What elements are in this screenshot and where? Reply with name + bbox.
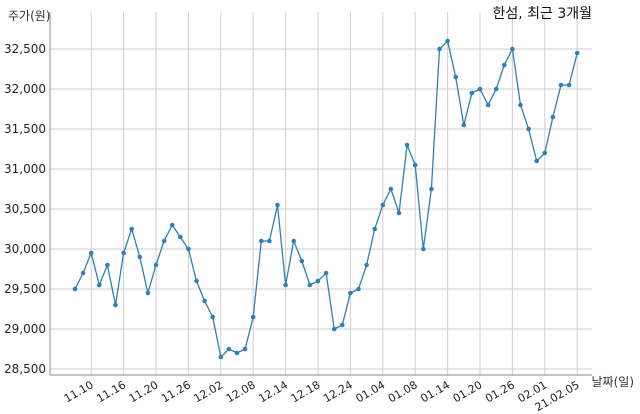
data-point <box>178 234 183 240</box>
data-point <box>372 226 378 232</box>
x-tick-label: 12.02 <box>192 378 226 405</box>
grid <box>50 12 592 375</box>
data-point <box>299 258 305 264</box>
data-point <box>380 202 386 208</box>
x-tick-label: 01.20 <box>451 378 485 405</box>
data-point <box>169 222 175 228</box>
y-tick-label: 30,000 <box>4 242 46 256</box>
data-point <box>453 74 459 80</box>
data-point <box>153 262 159 268</box>
data-point <box>421 246 426 252</box>
data-point <box>396 210 402 216</box>
data-point <box>469 90 475 96</box>
data-point <box>80 270 86 276</box>
data-point <box>161 238 167 244</box>
data-point <box>485 102 491 108</box>
data-point <box>97 282 102 288</box>
data-point <box>574 50 580 56</box>
data-point <box>202 298 207 304</box>
data-point <box>210 314 215 320</box>
x-tick-label: 01.26 <box>483 378 517 405</box>
data-point <box>291 238 297 244</box>
x-axis-ticks: 11.1011.1611.2011.2612.0212.0812.1412.18… <box>62 378 582 414</box>
y-tick-label: 31,000 <box>4 162 46 176</box>
data-point <box>534 158 539 164</box>
x-tick-label: 01.08 <box>386 378 420 405</box>
data-point <box>323 270 329 276</box>
data-point <box>129 226 134 232</box>
series-layer <box>72 38 580 360</box>
axes <box>49 12 592 376</box>
data-point <box>267 238 272 244</box>
x-tick-label: 11.26 <box>159 378 193 405</box>
data-point <box>356 286 361 292</box>
y-tick-label: 29,500 <box>4 282 46 296</box>
data-point <box>518 102 523 108</box>
x-tick-label: 11.10 <box>62 378 96 405</box>
data-point <box>445 38 450 44</box>
y-tick-label: 32,500 <box>4 42 46 56</box>
data-point <box>558 82 564 88</box>
data-point <box>348 290 353 296</box>
y-axis-ticks: 28,500 29,000 29,500 30,000 30,500 31,000 31,5… <box>4 42 46 376</box>
data-point <box>502 62 507 68</box>
x-tick-label: 12.14 <box>256 378 290 405</box>
data-point <box>88 250 94 256</box>
data-point <box>412 162 418 168</box>
chart-title: 한섬, 최근 3개월 <box>492 6 592 22</box>
x-tick-label: 12.24 <box>321 378 355 405</box>
data-point <box>331 326 337 332</box>
data-point <box>275 202 280 208</box>
data-point <box>429 186 434 192</box>
data-point <box>283 282 288 288</box>
y-tick-label: 28,500 <box>4 362 46 376</box>
data-point <box>364 262 369 268</box>
data-point <box>250 314 256 320</box>
y-tick-label: 32,000 <box>4 82 46 96</box>
data-point <box>477 86 483 92</box>
data-point <box>226 346 232 352</box>
data-point <box>493 86 499 92</box>
data-point <box>526 126 531 132</box>
data-point <box>542 150 548 156</box>
x-tick-label: 12.08 <box>224 378 258 405</box>
data-point <box>259 238 264 244</box>
data-point <box>315 278 321 284</box>
data-point <box>461 122 467 128</box>
data-point <box>137 254 143 260</box>
x-tick-label: 11.20 <box>127 378 161 405</box>
data-point <box>121 250 126 256</box>
series-line <box>74 39 578 359</box>
data-point <box>550 114 556 120</box>
data-point <box>194 278 199 284</box>
y-tick-label: 29,000 <box>4 322 46 336</box>
data-point <box>388 186 394 192</box>
data-point <box>218 354 224 360</box>
data-point <box>404 142 410 148</box>
x-tick-label: 01.04 <box>354 378 388 405</box>
data-point <box>145 290 151 296</box>
data-point <box>72 286 78 292</box>
data-point <box>242 346 248 352</box>
y-tick-label: 31,500 <box>4 122 46 136</box>
data-point <box>340 322 345 328</box>
data-point <box>566 82 572 88</box>
x-axis-label: 날짜(일) <box>592 375 634 389</box>
data-point <box>186 246 191 252</box>
data-point <box>437 46 442 52</box>
x-tick-label: 01.14 <box>418 378 452 405</box>
data-point <box>105 262 110 268</box>
y-tick-label: 30,500 <box>4 202 46 216</box>
x-tick-label: 12.18 <box>289 378 323 405</box>
data-point <box>234 350 240 356</box>
x-tick-label: 11.16 <box>94 378 128 405</box>
y-axis-label: 주가(원) <box>8 9 50 23</box>
data-point <box>307 282 313 288</box>
data-point <box>510 46 515 52</box>
data-point <box>113 302 118 308</box>
